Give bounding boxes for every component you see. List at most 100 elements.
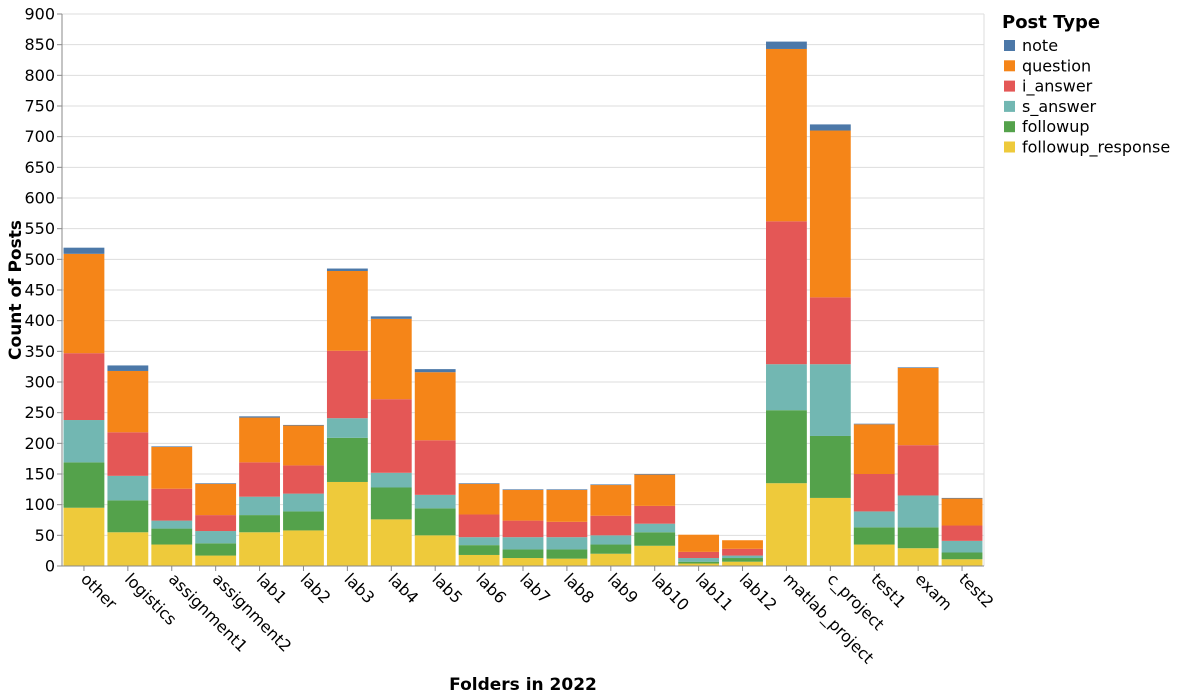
bar-segment-matlab_project-s_answer bbox=[766, 364, 807, 411]
bar-segment-other-note bbox=[63, 247, 105, 254]
bar-segment-assignment1-question bbox=[151, 447, 193, 489]
bar-segment-lab6-i_answer bbox=[458, 514, 500, 538]
y-tick-label: 750 bbox=[24, 97, 55, 116]
legend-label-question: question bbox=[1022, 56, 1091, 75]
bar-segment-lab3-question bbox=[326, 270, 368, 351]
bar-segment-lab8-followup bbox=[546, 549, 588, 559]
y-tick-label: 650 bbox=[24, 158, 55, 177]
bar-segment-logistics-question bbox=[107, 370, 149, 433]
bar-segment-lab5-i_answer bbox=[414, 440, 456, 495]
bar-segment-other-followup bbox=[63, 462, 105, 508]
bar-segment-matlab_project-i_answer bbox=[766, 221, 807, 365]
bar-segment-test1-s_answer bbox=[853, 511, 895, 528]
bar-segment-lab9-followup bbox=[590, 544, 632, 554]
x-tick-label-test2: test2 bbox=[955, 569, 997, 611]
bar-segment-exam-i_answer bbox=[897, 445, 939, 496]
bar-segment-lab7-s_answer bbox=[502, 537, 544, 550]
bar-segment-exam-question bbox=[897, 367, 939, 446]
bar-segment-test2-i_answer bbox=[941, 525, 983, 541]
bar-segment-lab3-followup_response bbox=[326, 481, 368, 566]
bar-segment-lab10-followup bbox=[634, 532, 676, 546]
x-tick-label-other: other bbox=[77, 569, 121, 613]
y-tick-label: 500 bbox=[24, 250, 55, 269]
bar-segment-lab5-note bbox=[414, 369, 456, 373]
bar-segment-lab4-followup_response bbox=[370, 519, 412, 566]
bar-segment-assignment2-i_answer bbox=[195, 515, 237, 532]
bar-segment-lab1-note bbox=[239, 416, 280, 418]
bar-segment-lab2-followup_response bbox=[283, 530, 324, 566]
x-tick-label-lab3: lab3 bbox=[341, 569, 379, 607]
bar-segment-c_project-i_answer bbox=[809, 297, 851, 365]
x-tick-label-lab7: lab7 bbox=[516, 569, 554, 607]
bar-segment-lab8-s_answer bbox=[546, 537, 588, 550]
bar-segment-lab9-s_answer bbox=[590, 535, 632, 545]
legend-swatch-note bbox=[1004, 40, 1015, 51]
bar-segment-test1-i_answer bbox=[853, 474, 895, 512]
x-tick-label-lab9: lab9 bbox=[604, 569, 642, 607]
bar-segment-lab7-followup_response bbox=[502, 558, 544, 566]
bar-segment-lab5-followup bbox=[414, 508, 456, 536]
legend-swatch-s_answer bbox=[1004, 100, 1015, 112]
bar-segment-test2-s_answer bbox=[941, 540, 983, 553]
legend-swatch-followup_response bbox=[1004, 141, 1015, 153]
x-tick-label-lab10: lab10 bbox=[648, 569, 693, 614]
bar-segment-matlab_project-followup bbox=[766, 410, 807, 484]
bar-segment-lab7-question bbox=[502, 489, 544, 521]
x-tick-label-lab1: lab1 bbox=[253, 569, 291, 607]
bar-segment-other-i_answer bbox=[63, 353, 105, 421]
bar-segment-c_project-note bbox=[809, 124, 851, 131]
bar-segment-lab12-followup bbox=[722, 558, 763, 562]
bar-segment-assignment2-s_answer bbox=[195, 531, 237, 544]
y-tick-label: 700 bbox=[24, 127, 55, 146]
x-tick-label-lab4: lab4 bbox=[384, 569, 422, 607]
bar-segment-test1-question bbox=[853, 424, 895, 474]
bar-segment-test2-followup_response bbox=[941, 559, 983, 566]
bar-segment-lab8-question bbox=[546, 489, 588, 522]
bar-segment-logistics-i_answer bbox=[107, 432, 149, 476]
x-axis: other logisticsassignment1assignment2lab1… bbox=[62, 565, 998, 668]
bar-segment-lab11-i_answer bbox=[678, 551, 720, 559]
bar-segment-c_project-followup_response bbox=[809, 497, 851, 566]
bar-segment-assignment2-note bbox=[195, 483, 237, 484]
legend-label-followup_response: followup_response bbox=[1022, 138, 1170, 158]
bar-segment-lab12-s_answer bbox=[722, 555, 763, 559]
y-tick-label: 50 bbox=[35, 526, 55, 545]
bar-segment-logistics-note bbox=[107, 365, 149, 371]
bar-segment-matlab_project-note bbox=[766, 41, 807, 49]
y-tick-label: 900 bbox=[24, 5, 55, 24]
bar-segment-lab6-followup_response bbox=[458, 554, 500, 566]
bar-segment-lab12-i_answer bbox=[722, 548, 763, 556]
bar-segment-lab8-followup_response bbox=[546, 558, 588, 566]
y-tick-label: 100 bbox=[24, 495, 55, 514]
bar-segment-lab10-followup_response bbox=[634, 545, 676, 566]
y-tick-label: 0 bbox=[45, 557, 55, 576]
legend-label-note: note bbox=[1022, 36, 1058, 55]
bar-segment-logistics-followup bbox=[107, 500, 149, 533]
legend-label-i_answer: i_answer bbox=[1022, 77, 1093, 97]
bar-segment-test1-followup_response bbox=[853, 544, 895, 566]
bar-segment-lab2-question bbox=[283, 425, 324, 466]
bar-segment-lab1-question bbox=[239, 417, 280, 463]
bar-segment-matlab_project-followup_response bbox=[766, 483, 807, 566]
bar-segment-lab1-followup_response bbox=[239, 532, 280, 566]
legend-label-followup: followup bbox=[1022, 117, 1089, 136]
bar-segment-lab9-i_answer bbox=[590, 515, 632, 536]
bar-segment-exam-note bbox=[897, 367, 939, 368]
bar-segment-assignment2-question bbox=[195, 483, 237, 516]
bar-segment-lab2-followup bbox=[283, 511, 324, 531]
y-tick-label: 250 bbox=[24, 403, 55, 422]
bar-segment-test2-question bbox=[941, 498, 983, 526]
bar-segment-lab12-followup_response bbox=[722, 561, 763, 566]
bar-segment-lab4-s_answer bbox=[370, 472, 412, 488]
bar-segment-lab2-i_answer bbox=[283, 465, 324, 494]
bar-segment-test1-note bbox=[853, 423, 895, 425]
bar-segment-assignment1-s_answer bbox=[151, 520, 193, 529]
bar-segment-c_project-followup bbox=[809, 435, 851, 498]
bar-segment-assignment1-followup bbox=[151, 528, 193, 545]
bar-segment-c_project-s_answer bbox=[809, 364, 851, 436]
x-tick-label-lab5: lab5 bbox=[428, 569, 466, 607]
bar-segment-other-s_answer bbox=[63, 420, 105, 463]
legend-swatch-i_answer bbox=[1004, 80, 1015, 92]
y-tick-label: 200 bbox=[24, 434, 55, 453]
